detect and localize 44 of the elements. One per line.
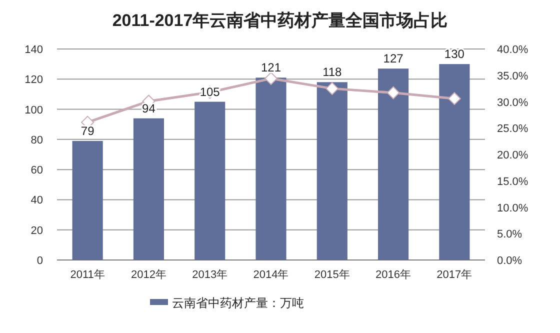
bar — [439, 64, 470, 260]
data-label: 127 — [383, 52, 404, 66]
data-label: 118 — [322, 65, 342, 80]
y2-tick-label: 15.0% — [497, 176, 528, 188]
y-tick-label: 80 — [30, 134, 43, 146]
data-label: 105 — [200, 84, 220, 99]
y-tick-label: 0 — [36, 255, 43, 267]
y2-tick-label: 40.0% — [497, 44, 528, 56]
y-tick-label: 40 — [30, 194, 43, 207]
y2-tick-label: 20.0% — [497, 150, 528, 162]
x-tick-label: 2012年 — [130, 269, 166, 281]
y-tick-label: 120 — [24, 74, 43, 86]
x-tick-label: 2017年 — [436, 269, 472, 281]
x-tick-label: 2013年 — [192, 269, 228, 281]
data-label: 121 — [260, 60, 282, 75]
point — [386, 86, 400, 100]
data-label: 130 — [444, 47, 465, 62]
y-tick-label: 60 — [30, 164, 43, 177]
y2-tick-label: 25.0% — [497, 123, 528, 136]
y2-tick-label: 10.0% — [497, 202, 528, 214]
y-tick-label: 100 — [24, 104, 43, 116]
bar — [194, 102, 226, 260]
y2-tick-label: 30.0% — [497, 96, 528, 109]
y2-tick-label: 0.0% — [497, 255, 522, 267]
y2-tick-label: 35.0% — [497, 70, 528, 82]
bar — [378, 68, 409, 260]
x-tick-label: 2011年 — [70, 269, 105, 281]
y-tick-label: 140 — [24, 44, 43, 56]
bar — [316, 82, 348, 260]
data-label: 94 — [142, 101, 156, 116]
bar — [133, 118, 164, 260]
bar — [72, 140, 103, 260]
chart-title: 2011-2017年云南省中药材产量全国市场占比 — [112, 11, 448, 30]
legend-label: 云南省中药材产量：万吨 — [172, 296, 304, 310]
y-tick-label: 20 — [30, 224, 43, 237]
point — [326, 82, 339, 96]
y2-tick-label: 5.0% — [497, 228, 522, 241]
point — [448, 92, 461, 106]
data-label: 79 — [80, 124, 95, 138]
x-tick-label: 2016年 — [376, 269, 412, 281]
bar — [256, 78, 286, 260]
point — [264, 72, 278, 86]
x-tick-label: 2015年 — [314, 269, 350, 281]
x-tick-label: 2014年 — [253, 269, 289, 281]
